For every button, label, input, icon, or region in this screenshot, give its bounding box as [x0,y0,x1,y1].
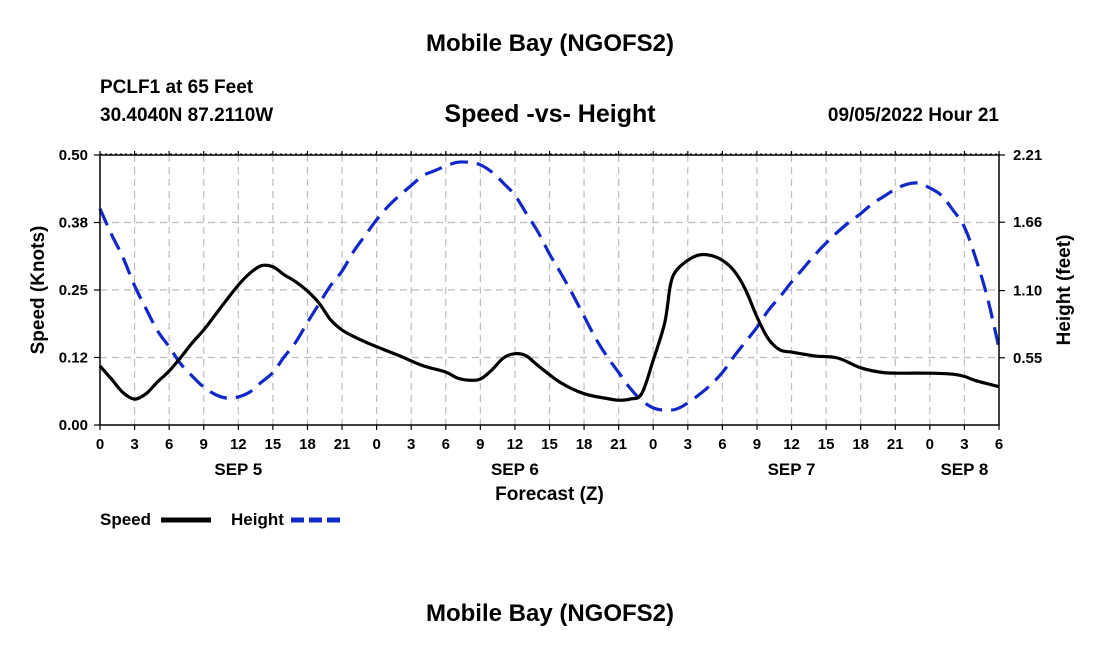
x-tick-label: 12 [230,436,247,453]
axis-ticks: 0 3 6 9 12 15 18 21 0 3 6 9 12 15 18 21 0 3 6 9 12 15 18 21 0 3 6S… [59,147,1042,479]
x-tick-label: 3 [407,436,415,453]
chart-title: Mobile Bay (NGOFS2) [425,30,675,57]
x-tick-label: 21 [887,436,904,453]
right-y-tick-label: 0.55 [1013,350,1042,367]
x-tick-label: 0 [372,436,380,453]
x-tick-label: 15 [265,436,282,453]
series-line-height [98,160,1001,412]
x-tick-label: 6 [995,436,1003,453]
day-label: SEP 8 [940,460,988,479]
left-y-tick-label: 0.00 [59,417,88,434]
x-tick-label: 12 [507,436,524,453]
day-label: SEP 7 [768,460,816,479]
x-tick-label: 0 [96,436,104,453]
x-tick-label: 15 [541,436,558,453]
x-tick-label: 3 [960,436,968,453]
x-tick-label: 9 [476,436,484,453]
x-tick-label: 18 [299,436,316,453]
day-label: SEP 6 [491,460,539,479]
left-y-tick-label: 0.12 [59,350,88,367]
x-tick-label: 12 [783,436,800,453]
legend: Speed Height [100,510,343,529]
station-coordinates: 30.4040N 87.2110W [100,105,274,126]
x-tick-label: 0 [926,436,934,453]
x-axis-label: Forecast (Z) [495,484,604,505]
x-tick-label: 6 [442,436,450,453]
x-tick-label: 6 [165,436,173,453]
series-line-speed [98,252,1000,402]
x-tick-label: 21 [610,436,627,453]
forecast-datetime: 09/05/2022 Hour 21 [827,105,999,126]
station-name: PCLF1 at 65 Feet [100,77,254,98]
x-tick-label: 6 [718,436,726,453]
right-y-tick-label: 2.21 [1013,147,1042,164]
left-axis-label: Speed (Knots) [28,226,49,355]
series-layer [98,160,1001,412]
x-tick-label: 18 [576,436,593,453]
x-tick-label: 3 [130,436,138,453]
x-tick-label: 15 [818,436,835,453]
day-label: SEP 5 [214,460,262,479]
footer-title: Mobile Bay (NGOFS2) [425,600,675,627]
left-y-tick-label: 0.38 [59,215,88,232]
x-tick-label: 21 [334,436,351,453]
right-axis-label: Height (feet) [1054,235,1075,346]
right-y-tick-label: 1.10 [1013,283,1042,300]
legend-height-label: Height [231,510,284,529]
left-y-tick-label: 0.50 [59,147,88,164]
x-tick-label: 9 [200,436,208,453]
right-y-tick-label: 1.66 [1013,214,1042,231]
plot-subtitle: Speed -vs- Height [444,100,656,128]
x-tick-label: 0 [649,436,657,453]
x-tick-label: 9 [753,436,761,453]
legend-speed-label: Speed [100,510,151,529]
x-tick-label: 3 [684,436,692,453]
left-y-tick-label: 0.25 [59,282,88,299]
speed-height-chart: 0 3 6 9 12 15 18 21 0 3 6 9 12 15 18 21 0 3 6 9 12 15 18 21 0 3 6S… [28,147,1075,529]
x-tick-label: 18 [852,436,869,453]
